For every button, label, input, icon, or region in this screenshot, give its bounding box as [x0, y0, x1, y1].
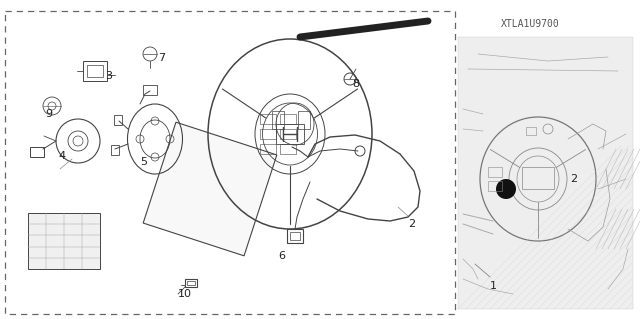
Bar [522, 167, 554, 189]
Text: 1: 1 [490, 281, 497, 291]
Bar [185, 279, 197, 287]
Bar [5, 11, 455, 314]
Text: 7: 7 [158, 53, 165, 63]
Text: 6: 6 [278, 251, 285, 261]
Bar [280, 114, 296, 124]
Text: 2: 2 [570, 174, 577, 184]
Bar [30, 147, 44, 157]
Text: 5: 5 [140, 157, 147, 167]
Bar [143, 85, 157, 95]
Text: 8: 8 [352, 79, 359, 89]
Bar [280, 144, 296, 154]
Bar [260, 144, 276, 154]
Bar [272, 111, 284, 129]
Text: 3: 3 [105, 71, 112, 81]
Text: 10: 10 [178, 289, 192, 299]
FancyBboxPatch shape [28, 213, 100, 269]
Bar [87, 65, 103, 77]
Bar [260, 114, 276, 124]
Bar [287, 229, 303, 243]
Bar [526, 127, 536, 135]
Bar [488, 167, 502, 177]
Bar [488, 181, 502, 191]
Bar [187, 281, 195, 285]
Bar [298, 111, 310, 129]
Bar [114, 115, 122, 125]
Bar [276, 124, 304, 144]
Polygon shape [143, 122, 277, 256]
Circle shape [496, 179, 516, 199]
Text: 9: 9 [45, 109, 52, 119]
Bar [458, 37, 633, 309]
Bar [111, 145, 119, 155]
Bar [290, 232, 300, 240]
Text: 2: 2 [408, 219, 415, 229]
Text: XTLA1U9700: XTLA1U9700 [500, 19, 559, 29]
Bar [83, 61, 107, 81]
Bar [280, 129, 296, 139]
Text: 4: 4 [58, 151, 65, 161]
Bar [260, 129, 276, 139]
